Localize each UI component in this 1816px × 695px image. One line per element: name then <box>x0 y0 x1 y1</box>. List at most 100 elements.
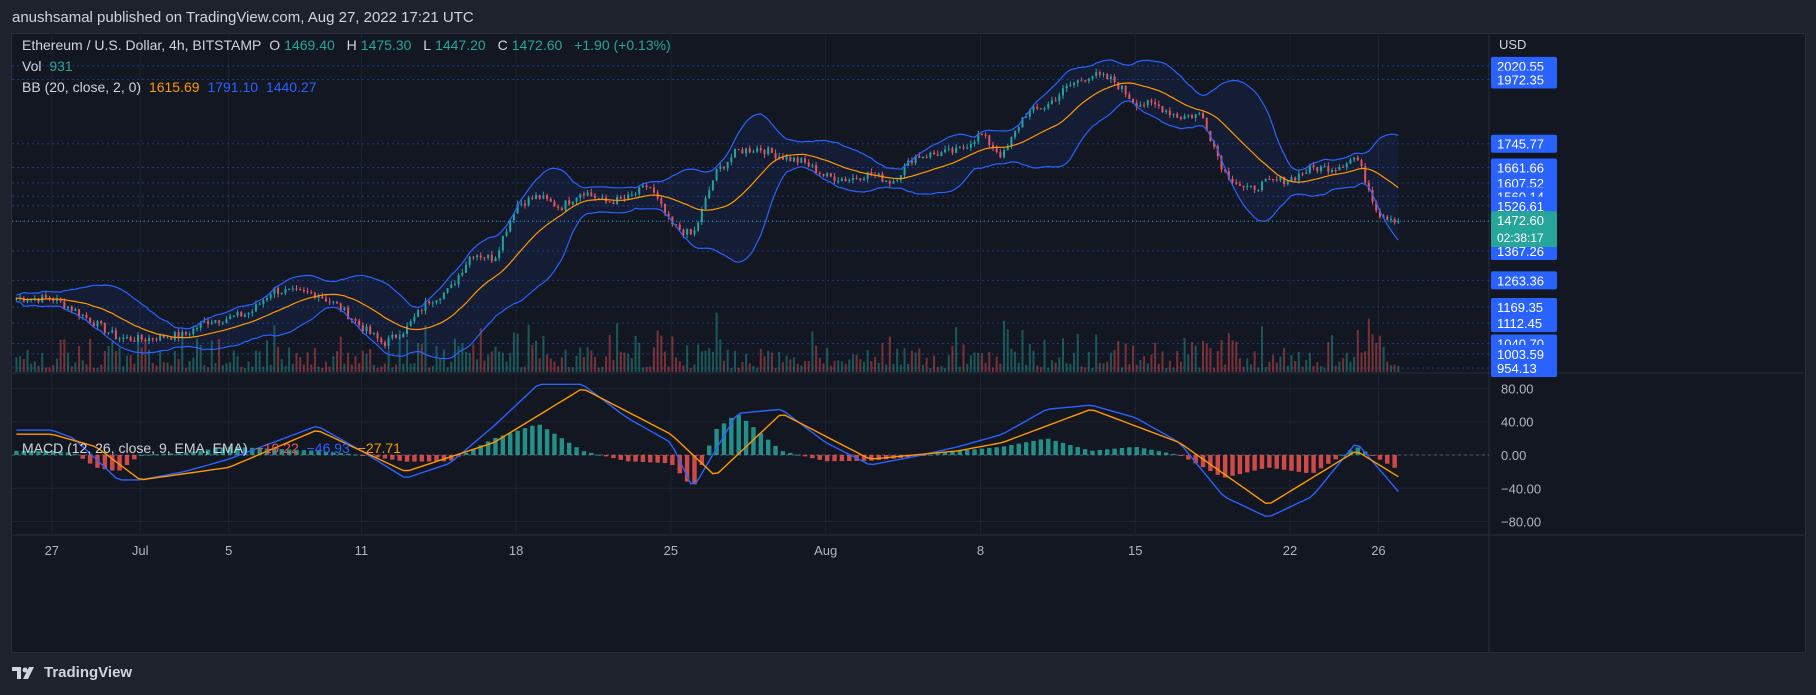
volume-bar <box>1235 341 1238 372</box>
volume-bar <box>1345 352 1348 372</box>
macd-hist-bar <box>1127 447 1132 455</box>
macd-hist-bar <box>294 449 299 455</box>
price-tick-bg <box>1491 70 1557 89</box>
volume-bar <box>442 349 445 372</box>
candle-body <box>910 160 913 164</box>
macd-hist-bar <box>1068 445 1073 455</box>
candle-body <box>133 340 136 342</box>
macd-hist-bar <box>1304 455 1309 473</box>
macd-hist-bar <box>1082 449 1088 455</box>
candle-body <box>627 194 630 200</box>
footer-brand[interactable]: TradingView <box>12 664 132 681</box>
volume-bar <box>582 357 585 372</box>
candle-body <box>365 326 368 332</box>
volume-bar <box>74 362 77 372</box>
volume-bar <box>343 363 346 372</box>
candle-body <box>885 180 888 182</box>
volume-bar <box>409 363 412 372</box>
candle-body <box>207 321 210 324</box>
volume-bar <box>667 366 670 372</box>
candle-body <box>1113 76 1116 83</box>
candle-body <box>1389 219 1392 221</box>
chart-frame[interactable]: 27 Jul 5 11 18 25 Aug 8 15 22 26 2020.55 1972.35 1745… <box>11 33 1806 653</box>
candle-body <box>1275 179 1278 181</box>
macd-hist-bar <box>1112 448 1117 455</box>
candle-body <box>734 149 737 158</box>
volume-bar <box>310 364 313 372</box>
candle-body <box>291 288 294 290</box>
candle-body <box>1109 76 1112 80</box>
macd-hist-bar <box>227 446 233 455</box>
volume-bar <box>85 364 88 372</box>
candle-body <box>199 322 202 328</box>
volume-bar <box>1382 346 1385 372</box>
candle-body <box>1098 72 1101 75</box>
volume-bar <box>645 366 648 372</box>
volume-bar <box>638 342 641 372</box>
macd-hist-bar <box>780 451 786 455</box>
candle-body <box>144 339 147 342</box>
volume-bar <box>100 364 103 372</box>
volume-bar <box>192 357 195 372</box>
candle-body <box>26 300 29 302</box>
candle-body <box>118 338 121 340</box>
candle-body <box>638 187 641 194</box>
macd-hist-bar <box>950 451 955 455</box>
volume-bar <box>737 367 740 372</box>
candle-body <box>1091 75 1094 79</box>
candle-body <box>159 334 162 341</box>
volume-bar <box>232 350 235 372</box>
volume-bar <box>1367 318 1370 372</box>
macd-hist-bar <box>655 455 660 463</box>
volume-bar <box>354 355 357 372</box>
volume-bar <box>1161 351 1164 372</box>
volume-bar <box>1073 352 1076 372</box>
candle-body <box>641 185 644 188</box>
candle-body <box>1294 177 1297 181</box>
candle-body <box>100 321 103 324</box>
volume-bar <box>472 344 475 372</box>
candle-body <box>107 332 110 334</box>
volume-bar <box>148 349 151 372</box>
volume-bar <box>431 365 434 372</box>
candle-body <box>1014 130 1017 138</box>
candle-body <box>542 195 545 199</box>
candle-body <box>1308 165 1311 173</box>
volume-bar <box>1294 361 1297 372</box>
volume-bar <box>1117 341 1120 372</box>
candle-body <box>483 257 486 259</box>
candle-body <box>125 337 128 339</box>
macd-hist-bar <box>721 423 727 455</box>
candle-body <box>265 297 269 301</box>
volume-bar <box>1268 361 1271 372</box>
candle-body <box>59 298 62 302</box>
volume-bar <box>236 355 239 372</box>
candle-body <box>826 173 829 176</box>
candle-body <box>1260 181 1264 191</box>
candle-body <box>623 198 626 200</box>
volume-bar <box>1338 361 1341 372</box>
volume-bar <box>184 367 187 372</box>
macd-hist-bar <box>618 455 623 460</box>
price-tick-label: 954.13 <box>1497 361 1537 376</box>
volume-bar <box>678 361 681 372</box>
volume-bar <box>575 355 578 372</box>
volume-bar <box>63 339 66 372</box>
candle-body <box>767 147 770 155</box>
volume-bar <box>1202 341 1205 372</box>
macd-hist-bar <box>1370 455 1375 456</box>
volume-bar <box>19 356 22 372</box>
volume-bar <box>1179 361 1182 372</box>
candle-body <box>634 193 637 195</box>
volume-bar <box>693 364 696 372</box>
volume-bar <box>1132 345 1135 372</box>
candle-body <box>1319 166 1322 172</box>
candle-body <box>730 157 733 162</box>
candle-body <box>1257 190 1260 192</box>
candle-body <box>229 316 232 320</box>
macd-hist-bar <box>633 455 638 462</box>
candle-body <box>155 339 158 341</box>
candle-body <box>1132 98 1135 103</box>
macd-hist-bar <box>43 450 49 455</box>
